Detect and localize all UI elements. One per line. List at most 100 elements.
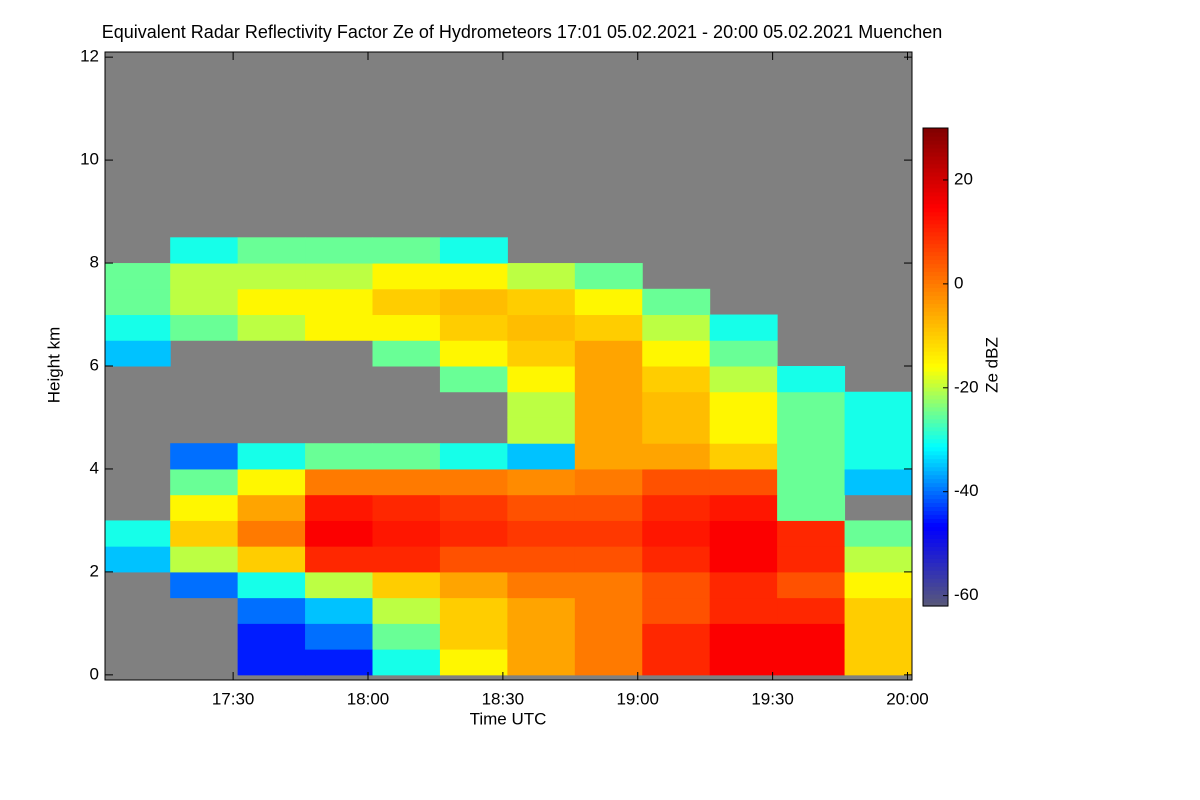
- cell: [237, 520, 306, 547]
- colorbar-segment: [923, 191, 948, 197]
- cell: [305, 571, 374, 599]
- colorbar-segment: [923, 147, 948, 153]
- cell: [574, 520, 643, 547]
- cell: [642, 546, 711, 573]
- cell: [439, 494, 508, 521]
- colorbar-segment: [923, 542, 948, 547]
- x-axis-label: Time UTC: [470, 709, 547, 728]
- cell: [574, 649, 643, 676]
- colorbar-segment: [923, 351, 948, 356]
- cell: [709, 546, 778, 573]
- cell: [372, 546, 441, 573]
- colorbar-segment: [923, 418, 948, 424]
- colorbar-segment: [923, 203, 948, 209]
- colorbar-segment: [923, 442, 948, 448]
- colorbar-segment: [923, 211, 948, 217]
- y-tick-label: 4: [90, 458, 99, 477]
- colorbar-segment: [923, 299, 948, 304]
- cell: [305, 649, 374, 676]
- colorbar-segment: [923, 434, 948, 440]
- cell: [507, 546, 576, 573]
- cell: [844, 417, 913, 444]
- colorbar-segment: [923, 227, 948, 233]
- cell: [777, 443, 846, 470]
- colorbar-segment: [923, 359, 948, 364]
- colorbar-tick-label: -40: [954, 481, 979, 500]
- colorbar-segment: [923, 275, 948, 280]
- colorbar-segment: [923, 363, 948, 368]
- cell: [844, 571, 913, 599]
- colorbar-segment: [923, 414, 948, 420]
- cell: [709, 366, 778, 393]
- x-tick-label: 19:00: [616, 689, 659, 708]
- colorbar-segment: [923, 323, 948, 328]
- cell: [507, 314, 576, 341]
- cell: [372, 520, 441, 547]
- cell: [574, 494, 643, 521]
- y-tick-label: 0: [90, 664, 99, 683]
- cell: [372, 263, 441, 290]
- colorbar-segment: [923, 263, 948, 269]
- colorbar-label: Ze dBZ: [982, 337, 1001, 393]
- cell: [709, 468, 778, 496]
- colorbar-segment: [923, 139, 948, 145]
- cell: [709, 314, 778, 341]
- colorbar-segment: [923, 343, 948, 348]
- colorbar-segment: [923, 390, 948, 396]
- colorbar-segment: [923, 219, 948, 225]
- x-tick-label: 18:30: [482, 689, 525, 708]
- cell: [237, 468, 306, 496]
- cell: [372, 288, 441, 316]
- cell: [237, 443, 306, 470]
- colorbar-segment: [923, 546, 948, 551]
- colorbar-segment: [923, 406, 948, 412]
- colorbar-segment: [923, 458, 948, 464]
- colorbar-segment: [923, 570, 948, 575]
- cell: [170, 263, 239, 290]
- colorbar-segment: [923, 143, 948, 149]
- cell: [507, 468, 576, 496]
- cell: [642, 391, 711, 418]
- cell: [305, 468, 374, 496]
- cell: [574, 417, 643, 444]
- colorbar-segment: [923, 171, 948, 177]
- cell: [237, 623, 306, 650]
- cell: [170, 468, 239, 496]
- cell: [777, 391, 846, 418]
- colorbar-segment: [923, 498, 948, 504]
- cell: [642, 340, 711, 367]
- colorbar-segment: [923, 370, 948, 376]
- cell: [439, 623, 508, 650]
- colorbar-segment: [923, 303, 948, 308]
- colorbar-segment: [923, 526, 948, 531]
- colorbar-segment: [923, 271, 948, 276]
- cell: [642, 314, 711, 341]
- cell: [372, 237, 441, 264]
- cell: [507, 417, 576, 444]
- colorbar-segment: [923, 235, 948, 241]
- cell: [305, 443, 374, 470]
- colorbar-segment: [923, 538, 948, 543]
- cell: [372, 468, 441, 496]
- cell: [709, 494, 778, 521]
- cell: [642, 288, 711, 316]
- cell: [709, 443, 778, 470]
- colorbar-segment: [923, 251, 948, 257]
- colorbar-segment: [923, 382, 948, 388]
- cell: [642, 443, 711, 470]
- colorbar-segment: [923, 215, 948, 221]
- cell: [507, 340, 576, 367]
- colorbar-segment: [923, 307, 948, 312]
- cell: [507, 649, 576, 676]
- colorbar-tick-label: 20: [954, 169, 973, 188]
- colorbar-segment: [923, 518, 948, 523]
- colorbar-segment: [923, 291, 948, 296]
- colorbar-segment: [923, 494, 948, 500]
- colorbar-segment: [923, 582, 948, 587]
- colorbar-segment: [923, 331, 948, 336]
- cell: [439, 237, 508, 264]
- colorbar-segment: [923, 199, 948, 205]
- colorbar-segment: [923, 243, 948, 249]
- cell: [507, 623, 576, 650]
- colorbar-segment: [923, 347, 948, 352]
